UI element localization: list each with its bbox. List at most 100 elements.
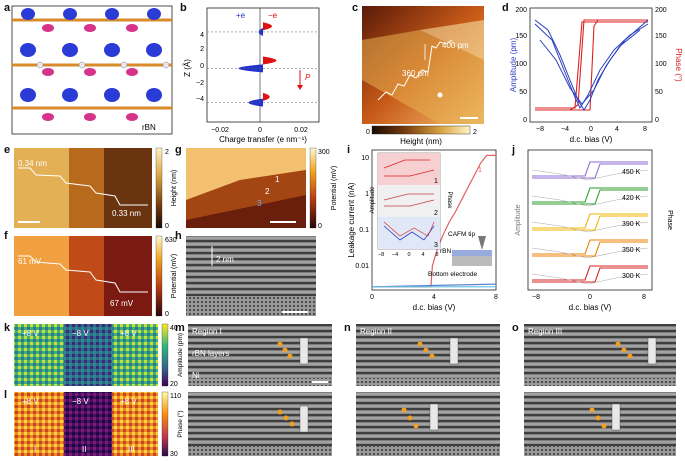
panel-b-ytick-3: −2 bbox=[196, 80, 204, 87]
panel-label-i: i bbox=[347, 144, 351, 156]
d-xtick-2: 0 bbox=[589, 126, 593, 133]
i-tip-label: CAFM tip bbox=[448, 231, 475, 238]
b-peak-1-2 bbox=[263, 92, 270, 101]
k-v2: −8 V bbox=[72, 329, 89, 338]
d-ytick-r-2: 100 bbox=[655, 61, 667, 68]
k-v3: +8 V bbox=[120, 329, 137, 338]
panel-label-c: c bbox=[352, 2, 359, 14]
panel-a-structure: rBN bbox=[11, 5, 173, 135]
l-v1: +8 V bbox=[22, 397, 39, 406]
panel-l-map: +8 V −8 V +8 V I II III 110 30 Phase (°) bbox=[14, 391, 184, 458]
h-scale-text: 2 nm bbox=[216, 255, 234, 264]
i-xtick-0: 0 bbox=[370, 294, 374, 301]
d-ytick-r-1: 50 bbox=[655, 89, 663, 96]
l-r2: II bbox=[82, 445, 86, 454]
g-colorbar-label: Potential (mV) bbox=[331, 166, 338, 210]
cafm-tip-icon bbox=[478, 236, 486, 250]
panel-n-tem: Region II bbox=[356, 324, 500, 456]
i-sample-label: rBN bbox=[440, 248, 452, 255]
b-peak-1-0 bbox=[263, 22, 272, 31]
rbn-layer-3 bbox=[12, 88, 172, 121]
j-xtick-2: 8 bbox=[642, 294, 646, 301]
e-colorbar bbox=[155, 147, 163, 229]
j-amp-loop-3 bbox=[531, 247, 649, 259]
panel-f-kpfm: 61 mV 67 mV 630 0 Potential (mV) bbox=[14, 235, 178, 318]
panel-e-afm: 0.34 nm 0.33 nm 2 0 Height (nm) bbox=[14, 147, 178, 230]
d-ytick-l-3: 150 bbox=[515, 33, 527, 40]
panel-label-b: b bbox=[180, 2, 187, 14]
panel-h-tem: 2 nm bbox=[186, 236, 316, 316]
c-step-1: 400 pm bbox=[442, 41, 469, 50]
i-inset-amp: Amplitude bbox=[370, 186, 376, 213]
panel-label-h: h bbox=[175, 230, 182, 242]
panel-b-xtick-0: −0.02 bbox=[211, 127, 229, 134]
j-amp-loop-2 bbox=[531, 221, 649, 233]
panel-b-frame bbox=[206, 7, 320, 123]
panel-label-f: f bbox=[4, 230, 8, 242]
i-inset-xt-3: 4 bbox=[421, 252, 424, 258]
k-v1: +8 V bbox=[22, 329, 39, 338]
panel-m-tem: Region I rBN layers Ni bbox=[188, 324, 332, 456]
d-ytick-l-4: 200 bbox=[515, 7, 527, 14]
f-colorbar bbox=[155, 235, 163, 317]
panel-b-xtick-1: 0 bbox=[258, 127, 262, 134]
j-temp-2: 390 K bbox=[622, 221, 641, 228]
i-ytick-1: 1 bbox=[365, 191, 369, 198]
b-peak-1-1 bbox=[263, 56, 277, 65]
panel-b-xtick-2: 0.02 bbox=[294, 127, 308, 134]
i-series-0 bbox=[372, 154, 496, 288]
e-colorbar-label: Height (nm) bbox=[171, 170, 178, 207]
rbn-layer-1 bbox=[12, 8, 172, 32]
j-temp-0: 450 K bbox=[622, 169, 641, 176]
panel-b-chart: +e −e P Z (Å) Charge transfer (e nm⁻¹) −… bbox=[183, 7, 320, 144]
i-inset: 1 2 3 Amplitude Phase −8 −4 0 4 8 bbox=[370, 152, 452, 258]
d-ytick-r-0: 0 bbox=[655, 117, 659, 124]
e-step-1: 0.34 nm bbox=[18, 159, 47, 168]
panel-label-d: d bbox=[502, 2, 509, 14]
panel-label-a: a bbox=[4, 2, 11, 14]
f-step-1: 61 mV bbox=[18, 257, 42, 266]
d-xtick-0: −8 bbox=[536, 126, 544, 133]
j-ylabel-left: Amplitude bbox=[515, 204, 522, 235]
panel-b-ytick-0: 4 bbox=[200, 32, 204, 39]
i-xlabel: d.c. bias (V) bbox=[413, 303, 456, 312]
panel-label-l: l bbox=[4, 389, 8, 401]
k-cmin: 20 bbox=[170, 381, 178, 388]
panel-b-ylabel: Z (Å) bbox=[183, 59, 192, 77]
g-colorbar bbox=[309, 147, 317, 229]
g-label-2: 2 bbox=[265, 187, 270, 196]
d-ytick-r-4: 200 bbox=[655, 7, 667, 14]
n-region: Region II bbox=[360, 327, 392, 336]
g-label-1: 1 bbox=[275, 175, 280, 184]
panel-g-kpfm: 1 2 3 300 0 Potential (mV) bbox=[186, 147, 338, 230]
l-v2: −8 V bbox=[72, 397, 89, 406]
c-cmin: 0 bbox=[366, 129, 370, 136]
j-phase-loop-3 bbox=[532, 239, 648, 257]
f-colorbar-label: Potential (mV) bbox=[171, 254, 178, 298]
j-temp-4: 300 K bbox=[622, 273, 641, 280]
l-colorbar-label: Phase (°) bbox=[176, 410, 184, 437]
j-phase-loop-0 bbox=[532, 161, 648, 179]
k-cmax: 40 bbox=[170, 325, 178, 332]
panel-label-m: m bbox=[175, 322, 185, 334]
c-step-2: 360 pm bbox=[402, 69, 429, 78]
panel-label-n: n bbox=[344, 322, 351, 334]
m-region: Region I bbox=[192, 327, 222, 336]
k-colorbar-label: Amplitude (pm) bbox=[177, 333, 184, 377]
m-substrate: Ni bbox=[192, 371, 200, 380]
panel-label-j: j bbox=[512, 144, 516, 156]
l-cmax: 110 bbox=[170, 393, 181, 400]
panel-b-xlabel: Charge transfer (e nm⁻¹) bbox=[219, 135, 307, 144]
legend-neg: −e bbox=[268, 11, 278, 20]
d-phase-loop bbox=[535, 19, 648, 111]
d-ylabel-left: Amplitude (pm) bbox=[509, 38, 518, 93]
panel-b-ytick-2: 0 bbox=[200, 63, 204, 70]
rbn-tag: rBN bbox=[142, 123, 156, 132]
e-step-2: 0.33 nm bbox=[112, 209, 141, 218]
d-xtick-4: 8 bbox=[643, 126, 647, 133]
j-xtick-0: −8 bbox=[532, 294, 540, 301]
j-xlabel: d.c. bias (V) bbox=[569, 303, 612, 312]
polarization-label: P bbox=[305, 73, 311, 82]
j-ylabel-right: Phase bbox=[666, 210, 673, 230]
g-cmax: 300 bbox=[318, 149, 330, 156]
